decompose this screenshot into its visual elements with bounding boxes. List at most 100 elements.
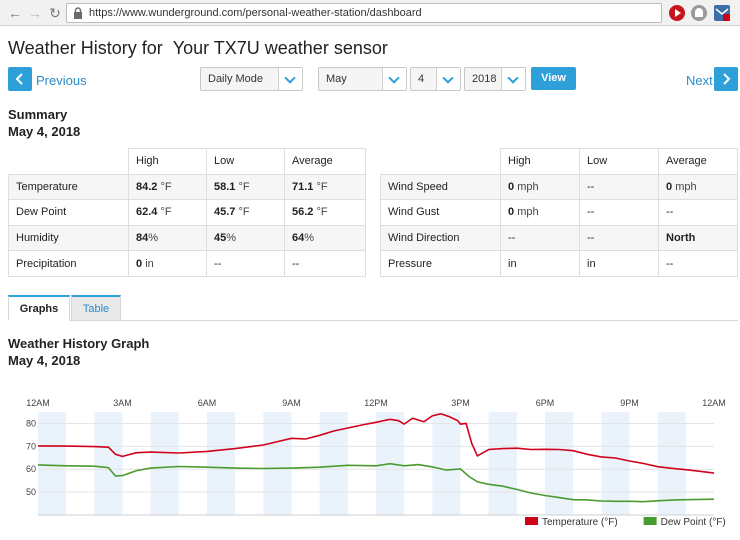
graph-date: May 4, 2018 xyxy=(8,353,81,368)
value-cell: -- xyxy=(206,250,285,277)
row-label: Dew Point xyxy=(8,199,129,226)
y-tick-label: 80 xyxy=(26,418,36,428)
row-label: Pressure xyxy=(380,250,501,277)
address-bar[interactable]: https://www.wunderground.com/personal-we… xyxy=(66,3,662,23)
table-row: Wind Direction -- -- North xyxy=(380,224,738,252)
value-cell: 0 mph xyxy=(658,173,738,201)
value-cell: -- xyxy=(579,224,659,252)
x-tick-label: 12AM xyxy=(702,398,726,408)
summary-table-left: High Low Average Temperature 84.2 °F 58.… xyxy=(8,148,366,277)
chart-series xyxy=(37,412,715,503)
previous-button[interactable] xyxy=(8,67,32,91)
page-title: Weather History for Your TX7U weather sen… xyxy=(8,38,388,59)
browser-toolbar: ← → ↻ https://www.wunderground.com/perso… xyxy=(0,0,740,26)
hour-band xyxy=(38,412,67,515)
back-arrow-icon[interactable]: ← xyxy=(8,5,22,21)
x-tick-label: 12AM xyxy=(26,398,50,408)
graph-title: Weather History Graph xyxy=(8,336,150,351)
x-tick-label: 6AM xyxy=(198,398,217,408)
column-header-high: High xyxy=(500,148,580,175)
mode-value: Daily Mode xyxy=(208,73,264,85)
value-cell: 0 in xyxy=(128,250,207,277)
extension-play-icon[interactable] xyxy=(669,5,685,21)
header-spacer xyxy=(380,148,501,175)
y-tick-label: 50 xyxy=(26,487,36,497)
row-label: Wind Gust xyxy=(380,199,501,226)
column-header-average: Average xyxy=(284,148,366,175)
lock-icon xyxy=(74,7,82,19)
row-label: Temperature xyxy=(8,173,129,201)
x-tick-label: 9AM xyxy=(282,398,301,408)
legend-swatch xyxy=(525,517,538,525)
x-tick-label: 12PM xyxy=(364,398,388,408)
sensor-name: Your TX7U weather sensor xyxy=(172,38,388,58)
chevron-left-icon xyxy=(15,73,23,85)
tab-table[interactable]: Table xyxy=(71,295,121,321)
hour-band xyxy=(319,412,348,515)
chart-legend: Temperature (°F) Dew Point (°F) xyxy=(525,517,726,528)
mode-select[interactable]: Daily Mode xyxy=(200,67,303,91)
legend-label: Dew Point (°F) xyxy=(661,517,726,528)
legend-swatch xyxy=(643,517,657,525)
tab-graphs[interactable]: Graphs xyxy=(8,295,70,321)
forward-arrow-icon[interactable]: → xyxy=(28,5,42,21)
day-value: 4 xyxy=(418,73,425,85)
hour-band xyxy=(601,412,630,515)
chevron-down-icon xyxy=(278,68,302,90)
table-row: Humidity 84% 45% 64% xyxy=(8,224,366,252)
value-cell: 62.4 °F xyxy=(128,199,207,226)
y-tick-label: 60 xyxy=(26,464,36,474)
view-button[interactable]: View xyxy=(531,67,576,90)
column-header-average: Average xyxy=(658,148,738,175)
value-cell: in xyxy=(579,250,659,277)
x-tick-label: 6PM xyxy=(536,398,555,408)
x-tick-label: 9PM xyxy=(620,398,639,408)
hour-band xyxy=(150,412,179,515)
x-tick-label: 3AM xyxy=(113,398,132,408)
extension-mail-icon[interactable] xyxy=(714,5,730,21)
table-row: Wind Gust 0 mph -- -- xyxy=(380,199,738,226)
value-cell: -- xyxy=(579,199,659,226)
month-value: May xyxy=(326,73,347,85)
next-button[interactable] xyxy=(714,67,738,91)
y-tick-label: 70 xyxy=(26,441,36,451)
hour-band xyxy=(657,412,686,515)
year-select[interactable]: 2018 xyxy=(464,67,526,91)
chevron-down-icon xyxy=(436,68,460,90)
value-cell: 71.1 °F xyxy=(284,173,366,201)
value-cell: -- xyxy=(284,250,366,277)
value-cell: 56.2 °F xyxy=(284,199,366,226)
value-cell: 58.1 °F xyxy=(206,173,285,201)
value-cell: North xyxy=(658,224,738,252)
column-header-low: Low xyxy=(579,148,659,175)
weather-history-chart: 12AM 3AM 6AM 9AM 12PM 3PM 6PM 9PM 12AM 50607080 … xyxy=(26,398,726,528)
x-tick-label: 3PM xyxy=(451,398,470,408)
url-text: https://www.wunderground.com/personal-we… xyxy=(89,7,422,19)
chart-hour-bands xyxy=(38,412,686,515)
summary-title: Summary xyxy=(8,107,68,122)
value-cell: 64% xyxy=(284,224,366,252)
month-select[interactable]: May xyxy=(318,67,407,91)
row-label: Precipitation xyxy=(8,250,129,277)
day-select[interactable]: 4 xyxy=(410,67,461,91)
value-cell: in xyxy=(500,250,580,277)
series-line xyxy=(37,412,715,474)
chart-gridlines xyxy=(38,422,714,516)
row-label: Humidity xyxy=(8,224,129,252)
value-cell: -- xyxy=(500,224,580,252)
extension-ghost-icon[interactable] xyxy=(691,5,707,21)
next-link[interactable]: Next xyxy=(686,73,713,88)
previous-link[interactable]: Previous xyxy=(36,73,87,88)
chart-y-axis: 50 60 70 80 xyxy=(26,418,36,497)
summary-table-right: High Low Average Wind Speed 0 mph -- 0 m… xyxy=(380,148,738,277)
value-cell: -- xyxy=(658,199,738,226)
chevron-down-icon xyxy=(382,68,406,90)
hour-band xyxy=(263,412,292,515)
view-tabs: Graphs Table xyxy=(8,295,738,321)
reload-icon[interactable]: ↻ xyxy=(49,5,61,21)
value-cell: 84.2 °F xyxy=(128,173,207,201)
hour-band xyxy=(488,412,517,515)
table-row: Pressure in in -- xyxy=(380,250,738,277)
value-cell: 45.7 °F xyxy=(206,199,285,226)
value-cell: -- xyxy=(579,173,659,201)
